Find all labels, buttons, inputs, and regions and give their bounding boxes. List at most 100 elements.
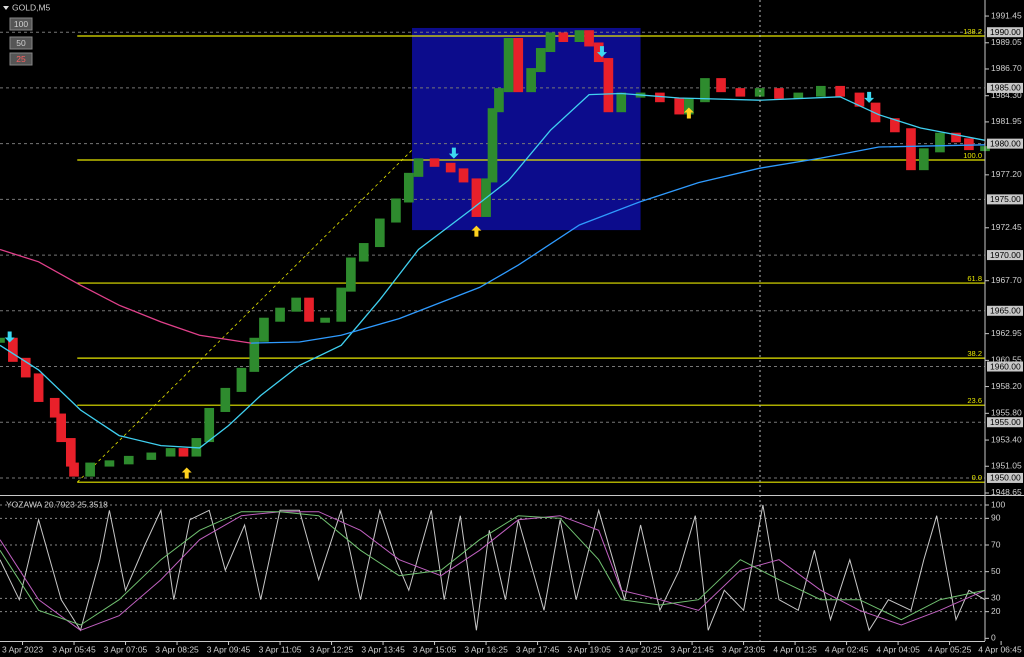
price-bar xyxy=(890,118,900,133)
level-label: 1970.00 xyxy=(990,250,1021,260)
y-tick-label: 0 xyxy=(991,633,996,643)
y-tick-label: 1960.55 xyxy=(991,355,1022,365)
price-bar xyxy=(793,92,804,99)
buy-arrow xyxy=(471,225,482,237)
y-tick-label: 90 xyxy=(991,513,1001,523)
x-tick-label: 4 Apr 05:25 xyxy=(928,644,972,654)
price-bar xyxy=(20,357,31,378)
level-label: 1980.00 xyxy=(990,138,1021,148)
x-tick-label: 3 Apr 07:05 xyxy=(104,644,148,654)
price-bar xyxy=(104,460,115,467)
price-bar xyxy=(870,102,881,123)
level-label: 1955.00 xyxy=(990,417,1021,427)
price-bar xyxy=(603,58,614,113)
x-tick-label: 3 Apr 23:05 xyxy=(722,644,766,654)
price-bar xyxy=(906,128,916,171)
y-tick-label: 1967.70 xyxy=(991,275,1022,285)
price-bar xyxy=(336,287,347,322)
price-bar xyxy=(919,148,929,171)
buy-arrow xyxy=(181,467,192,479)
price-bar xyxy=(494,88,504,113)
x-tick-label: 3 Apr 09:45 xyxy=(207,644,251,654)
x-tick-label: 3 Apr 05:45 xyxy=(52,644,96,654)
y-tick-label: 30 xyxy=(991,593,1001,603)
level-label: 1965.00 xyxy=(990,306,1021,316)
price-bar xyxy=(616,92,627,113)
x-tick-label: 3 Apr 17:45 xyxy=(516,644,560,654)
price-bar xyxy=(358,243,369,262)
zoom-button[interactable] xyxy=(9,52,33,66)
moving-average xyxy=(0,92,986,449)
price-bar xyxy=(236,367,247,392)
y-tick-label: 1962.95 xyxy=(991,328,1022,338)
zoom-button-label[interactable]: 50 xyxy=(16,38,26,48)
sell-arrow xyxy=(596,46,607,58)
chart-layer: 138.2100.061.838.223.60.01991.451989.051… xyxy=(0,10,1023,654)
level-box xyxy=(987,194,1023,205)
zoom-button-label[interactable]: 100 xyxy=(14,19,28,29)
zoom-button[interactable] xyxy=(9,17,33,31)
indicator-title: YOZAWA 20.7923 25.3518 xyxy=(6,499,108,509)
x-tick-label: 4 Apr 01:25 xyxy=(773,644,817,654)
sell-arrow xyxy=(4,331,15,343)
fibo-label: 23.6 xyxy=(967,396,982,405)
menu-triangle[interactable] xyxy=(3,6,9,10)
price-bar xyxy=(320,317,330,323)
price-bar xyxy=(684,98,694,115)
price-bar xyxy=(526,68,536,93)
y-tick-label: 100 xyxy=(991,499,1005,509)
price-bar xyxy=(674,98,685,115)
price-bar xyxy=(33,373,44,402)
x-tick-label: 3 Apr 2023 xyxy=(2,644,43,654)
price-bar xyxy=(700,78,710,103)
price-bar xyxy=(471,178,482,217)
y-tick-label: 1955.80 xyxy=(991,408,1022,418)
fibo-label: 100.0 xyxy=(963,151,982,160)
price-bar xyxy=(413,158,424,177)
price-bar xyxy=(275,307,285,322)
price-bar xyxy=(445,162,456,173)
y-tick-label: 1981.95 xyxy=(991,116,1022,126)
indicator-line xyxy=(0,504,986,632)
level-label: 1990.00 xyxy=(990,27,1021,37)
level-box xyxy=(987,138,1023,149)
price-bar xyxy=(49,397,60,418)
price-bar xyxy=(754,88,765,97)
y-tick-label: 1953.40 xyxy=(991,434,1022,444)
level-label: 1975.00 xyxy=(990,194,1021,204)
price-bar xyxy=(574,30,585,43)
price-bar xyxy=(951,132,961,143)
level-box xyxy=(987,305,1023,316)
price-bar xyxy=(835,85,845,97)
zoom-button-label[interactable]: 25 xyxy=(16,54,26,64)
indicator-line xyxy=(0,511,986,626)
price-bar xyxy=(513,38,524,93)
price-bar xyxy=(346,257,356,292)
price-bar xyxy=(584,30,594,47)
y-tick-label: 1989.05 xyxy=(991,37,1022,47)
moving-average xyxy=(0,248,252,344)
price-bar xyxy=(178,448,189,457)
zoom-button[interactable] xyxy=(9,36,33,50)
indicator-line xyxy=(0,511,986,631)
level-label: 1950.00 xyxy=(990,473,1021,483)
moving-average xyxy=(251,144,986,344)
price-bar xyxy=(146,452,157,460)
level-box xyxy=(987,27,1023,38)
buy-arrow xyxy=(683,107,694,119)
y-tick-label: 1972.45 xyxy=(991,222,1022,232)
x-tick-label: 3 Apr 15:05 xyxy=(413,644,457,654)
price-bar xyxy=(259,317,269,342)
x-tick-label: 3 Apr 19:05 xyxy=(567,644,611,654)
price-bar xyxy=(249,337,260,372)
price-bar xyxy=(816,85,826,97)
x-tick-label: 4 Apr 04:05 xyxy=(876,644,920,654)
x-tick-label: 3 Apr 16:25 xyxy=(464,644,508,654)
price-bar xyxy=(403,172,414,203)
price-bar xyxy=(8,337,18,362)
price-bar xyxy=(487,108,498,183)
price-bar xyxy=(304,297,314,322)
x-tick-label: 3 Apr 21:45 xyxy=(670,644,714,654)
price-bar xyxy=(69,462,79,477)
